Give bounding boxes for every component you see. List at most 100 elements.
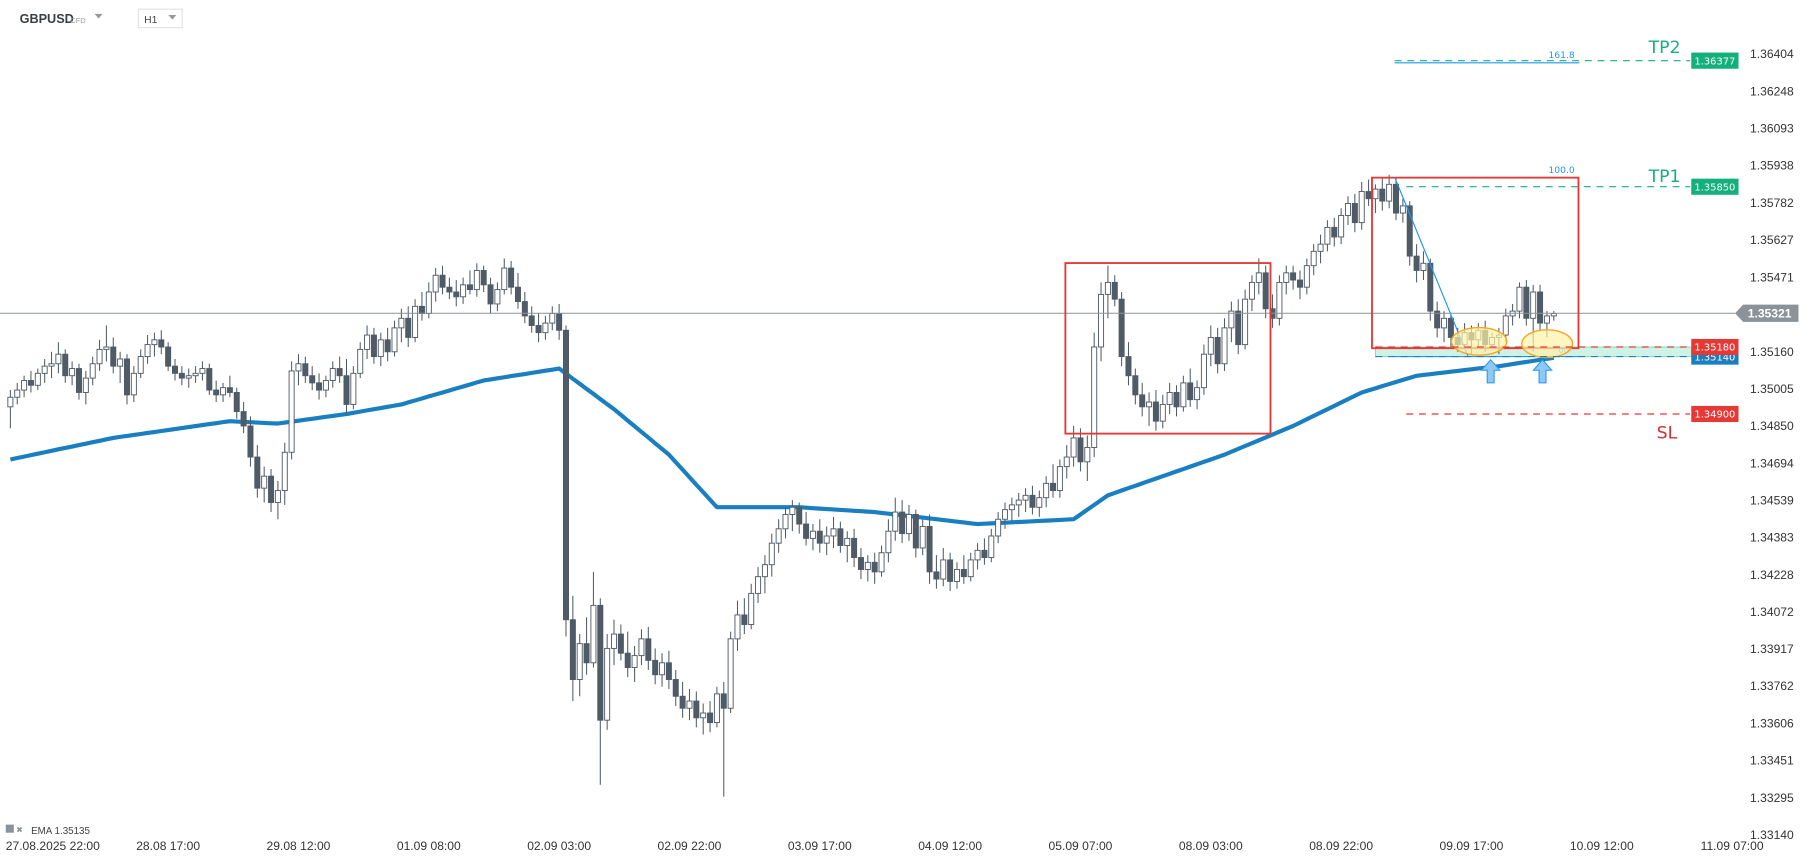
- candle-body-bear: [583, 643, 590, 664]
- symbol-name[interactable]: GBPUSD: [20, 12, 74, 26]
- x-axis-tick-label: 10.09 12:00: [1570, 839, 1634, 853]
- candle-body-bear: [466, 284, 473, 291]
- candle-body-bull: [14, 389, 21, 398]
- indicator-settings-icon[interactable]: [5, 824, 14, 833]
- candle-body-bear: [418, 305, 425, 314]
- candle-body-bear: [514, 286, 521, 303]
- candle: [638, 629, 645, 666]
- candle: [748, 583, 755, 630]
- candle-body-bull: [611, 633, 618, 649]
- candle-body-bull: [809, 530, 816, 539]
- y-axis-tick-label: 1.34383: [1750, 531, 1794, 545]
- candle-body-bear: [1111, 281, 1118, 300]
- candle-body-bear: [1351, 203, 1358, 224]
- candle-body-bull: [144, 344, 151, 358]
- candle: [556, 303, 563, 340]
- candle-body-bull: [1283, 272, 1290, 283]
- candle-body-bull: [261, 475, 268, 489]
- candle-body-bull: [55, 353, 62, 365]
- candle: [377, 332, 384, 367]
- candle: [69, 361, 76, 386]
- candle: [830, 516, 837, 548]
- candle-body-bull: [1159, 403, 1166, 422]
- candle: [542, 315, 549, 340]
- candle: [220, 382, 227, 403]
- candle-body-bear: [960, 569, 967, 578]
- candle: [611, 619, 618, 666]
- x-axis-tick-label: 11.09 07:00: [1701, 839, 1764, 853]
- candle: [1002, 502, 1009, 529]
- indicator-remove-icon[interactable]: ✖: [16, 826, 23, 835]
- symbol-dropdown-icon[interactable]: [94, 13, 103, 19]
- candle-body-bull: [967, 559, 974, 578]
- candle: [974, 543, 981, 570]
- candle: [370, 327, 377, 364]
- candle-body-bull: [1372, 188, 1379, 200]
- candle-body-bull: [713, 693, 720, 724]
- candle: [981, 538, 988, 565]
- candle: [302, 356, 309, 383]
- candle-body-bear: [720, 693, 727, 709]
- candle-body-bear: [528, 315, 535, 326]
- tp1-price-tag-text: 1.35850: [1694, 182, 1735, 193]
- candle: [130, 366, 137, 403]
- candle-body-bull: [220, 387, 227, 396]
- candle: [1310, 244, 1317, 276]
- candle: [14, 382, 21, 405]
- candle: [233, 387, 240, 419]
- candle: [1098, 282, 1105, 362]
- candle: [350, 366, 357, 410]
- candle-body-bull: [1358, 191, 1365, 224]
- candle: [645, 626, 652, 670]
- x-axis-tick-label: 01.09 08:00: [397, 839, 461, 853]
- candle: [384, 327, 391, 362]
- candle: [803, 512, 810, 546]
- x-axis-tick-label: 04.09 12:00: [918, 839, 982, 853]
- candle-body-bear: [487, 284, 494, 305]
- candle: [1235, 299, 1242, 355]
- candle: [912, 509, 919, 558]
- candle: [1303, 258, 1310, 295]
- candle-body-bull: [199, 368, 206, 374]
- candle: [1029, 485, 1036, 515]
- y-axis-tick-label: 1.35938: [1750, 159, 1794, 173]
- candle: [1516, 282, 1523, 319]
- candle: [528, 306, 535, 333]
- candle: [672, 669, 679, 706]
- candle: [823, 526, 830, 556]
- candle-body-bull: [1036, 497, 1043, 508]
- candle-body-bull: [274, 490, 281, 503]
- candle-body-bull: [1276, 281, 1283, 319]
- candle: [761, 555, 768, 594]
- candle: [569, 595, 576, 702]
- candle: [1523, 280, 1530, 326]
- candle-body-bear: [1447, 317, 1454, 338]
- candle-body-bull: [1324, 226, 1331, 245]
- candle: [453, 280, 460, 307]
- candle-body-bear: [309, 375, 316, 384]
- candle: [295, 354, 302, 386]
- candle-body-bull: [1194, 387, 1201, 401]
- y-axis-tick-label: 1.34694: [1750, 456, 1794, 470]
- timeframe-select[interactable]: H1: [137, 8, 183, 29]
- candle-body-bull: [1386, 183, 1393, 202]
- candle-body-bear: [981, 549, 988, 558]
- candle: [178, 366, 185, 386]
- candle: [1214, 327, 1221, 374]
- candle: [1111, 275, 1118, 307]
- candle-body-bear: [857, 557, 864, 570]
- candle: [1317, 234, 1324, 264]
- candle-body-bull: [878, 552, 885, 573]
- candle: [892, 497, 899, 541]
- y-axis-tick-label: 1.34850: [1750, 419, 1794, 433]
- ema-line: [9, 355, 1555, 527]
- candle: [55, 342, 62, 374]
- candle: [995, 512, 1002, 544]
- candle-body-bear: [158, 339, 165, 348]
- candle: [549, 306, 556, 331]
- candle-body-bear: [837, 528, 844, 547]
- candle-body-bear: [110, 346, 117, 367]
- fib-level-161-label: 161.8: [1548, 50, 1575, 61]
- candle: [597, 598, 604, 785]
